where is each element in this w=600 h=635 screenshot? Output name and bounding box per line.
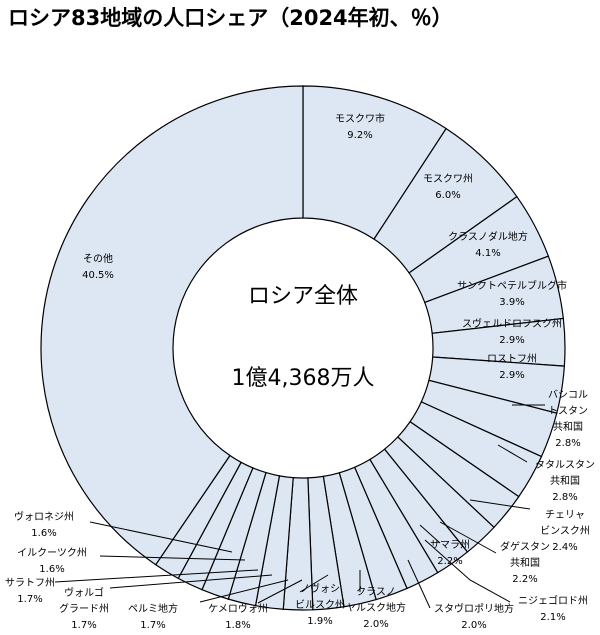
slice-name-label: スヴェルドロフスク州 [462, 317, 562, 330]
slice-name-label: ビルスク州 [295, 599, 345, 611]
leader-line [199, 579, 289, 603]
slice-value-label: 1.6% [31, 528, 56, 539]
leader-line [99, 555, 246, 561]
slice-name-label: グラード州 [59, 602, 109, 615]
slice-name-label: 共和国 [550, 475, 580, 487]
center-total: 1億4,368万人 [232, 366, 375, 391]
slice-name-label: ロストフ州 [487, 353, 537, 365]
slice-value-label: 1.8% [225, 620, 250, 631]
slice-name-label: ニジェゴロド州 [518, 594, 588, 607]
slice-name-label: イルクーツク州 [17, 547, 87, 559]
leader-line [497, 444, 528, 463]
slice-name-label: バシコル [548, 389, 588, 401]
chart-title: ロシア83地域の人口シェア（2024年初、％） [8, 6, 453, 30]
slice-value-label: 2.8% [555, 438, 580, 449]
slice-name-label: ヴォロネジ州 [14, 510, 74, 523]
pie-slice [40, 85, 304, 566]
slice-value-label: 2.9% [499, 370, 524, 381]
slice-value-label: 2.4% [552, 542, 577, 553]
leader-line [419, 524, 441, 544]
center-title: ロシア全体 [248, 284, 358, 309]
slice-value-label: 2.1% [540, 612, 565, 623]
slice-value-label: 2.9% [499, 335, 524, 346]
slice-name-label: ビンスク州 [540, 525, 590, 537]
leader-line [54, 569, 259, 583]
slice-value-label: 3.9% [499, 297, 524, 308]
slice-name-label: クラスノ [356, 586, 396, 598]
slice-name-label: 共和国 [553, 421, 583, 433]
slice-name-label: 共和国 [510, 557, 540, 569]
leader-line [439, 521, 497, 554]
slice-value-label: 1.7% [140, 620, 165, 631]
slice-name-label: その他 [83, 252, 113, 265]
slice-name-label: チェリャ [545, 509, 585, 521]
slice-name-label: ノヴォシ [300, 582, 340, 595]
slice-value-label: 1.9% [307, 616, 332, 627]
slice-value-label: 2.2% [437, 556, 462, 567]
slice-name-label: トスタン [548, 405, 588, 417]
slice-name-label: モスクワ州 [423, 173, 473, 185]
leader-line [469, 499, 531, 510]
leader-line [424, 539, 511, 603]
slice-name-label: サマラ州 [430, 539, 470, 551]
slice-value-label: 1.7% [71, 620, 96, 631]
slice-name-label: ペルミ地方 [128, 602, 178, 615]
leader-line [299, 574, 329, 593]
slice-name-label: ケメロヴォ州 [208, 602, 268, 615]
slice-value-label: 1.7% [17, 594, 42, 605]
slice-name-label: スタヴロポリ地方 [434, 602, 514, 615]
leader-line [89, 521, 233, 553]
slice-name-label: タタルスタン [535, 459, 595, 471]
leader-line [257, 579, 303, 604]
slice-value-label: 2.2% [512, 574, 537, 585]
slice-name-label: サンクトペテルブルグ市 [457, 279, 567, 292]
slice-name-label: ヤルスク地方 [346, 601, 406, 614]
leader-line [407, 559, 431, 609]
slice-name-label: クラスノダル地方 [448, 230, 528, 243]
slice-value-label: 4.1% [475, 248, 500, 259]
slice-value-label: 9.2% [347, 130, 372, 141]
slice-value-label: 40.5% [82, 270, 114, 281]
slice-value-label: 2.0% [461, 620, 486, 631]
leader-line [109, 574, 273, 589]
slice-name-label: ヴォルゴ [64, 586, 104, 599]
slice-value-label: 6.0% [435, 190, 460, 201]
slice-value-label: 2.0% [363, 619, 388, 630]
slice-value-label: 2.8% [552, 492, 577, 503]
slice-name-label: モスクワ市 [335, 112, 385, 125]
slice-value-label: 1.6% [39, 564, 64, 575]
slice-name-label: サラトフ州 [5, 577, 55, 589]
slice-name-label: ダゲスタン [500, 540, 550, 553]
